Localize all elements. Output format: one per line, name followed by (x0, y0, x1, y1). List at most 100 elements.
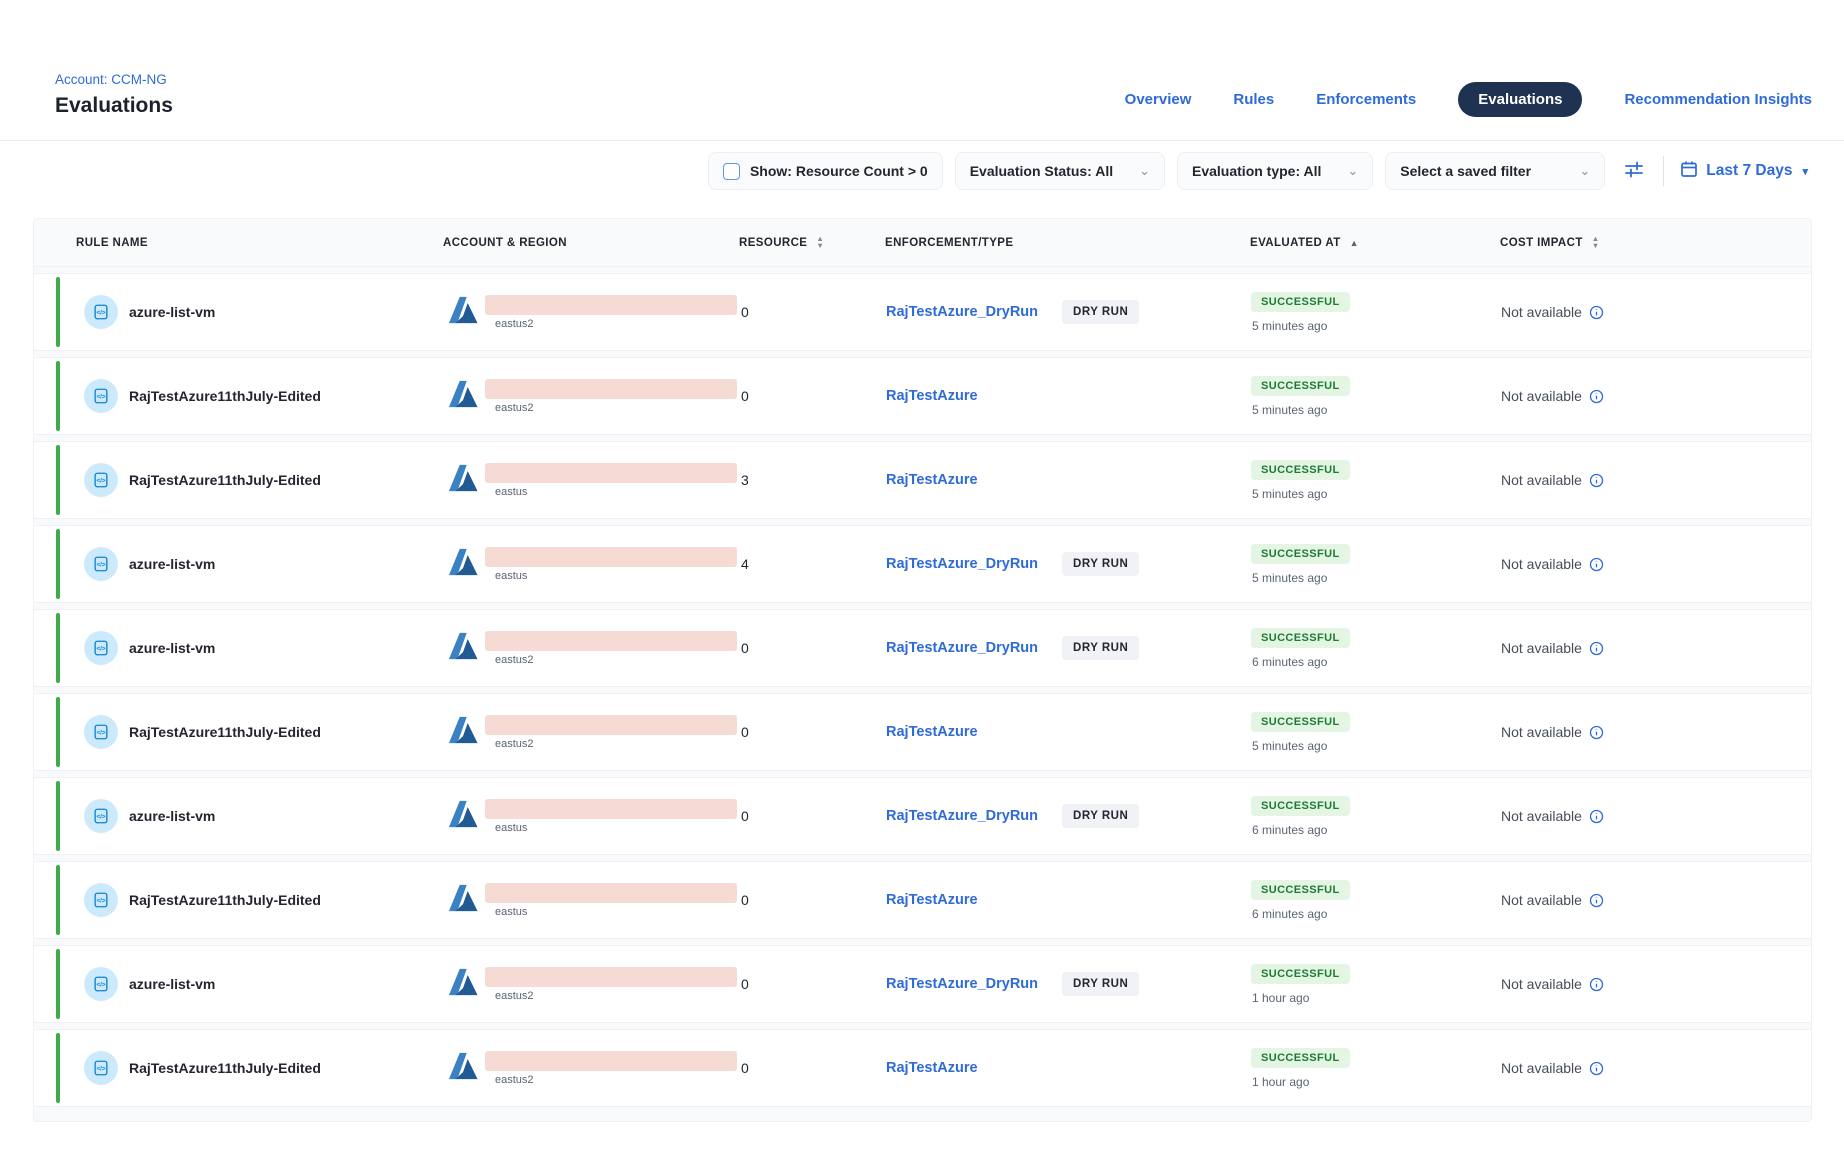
azure-icon (447, 715, 479, 750)
region-label: eastus (495, 485, 528, 498)
evaluation-type-dropdown[interactable]: Evaluation type: All ⌄ (1177, 152, 1374, 190)
col-header-evaluated-at[interactable]: EVALUATED AT ▲ (1250, 236, 1359, 249)
enforcement-link[interactable]: RajTestAzure (886, 472, 978, 488)
status-badge: SUCCESSFUL (1251, 459, 1350, 480)
enforcement-link[interactable]: RajTestAzure_DryRun (886, 976, 1039, 992)
azure-icon (447, 883, 479, 918)
col-header-cost-impact[interactable]: COST IMPACT ▲ ▼ (1500, 234, 1600, 250)
info-icon[interactable] (1589, 305, 1604, 320)
enforcement-link[interactable]: RajTestAzure_DryRun (886, 304, 1039, 320)
svg-text:</>: </> (96, 1066, 105, 1073)
rule-name: azure-list-vm (129, 556, 216, 572)
rule-name: RajTestAzure11thJuly-Edited (129, 892, 321, 908)
rule-name-cell: </> RajTestAzure11thJuly-Edited (34, 1051, 443, 1085)
enforcement-link[interactable]: RajTestAzure_DryRun (886, 808, 1039, 824)
status-badge: SUCCESSFUL (1251, 543, 1350, 564)
sort-icon[interactable]: ▲ ▼ (1591, 234, 1600, 250)
info-icon[interactable] (1589, 641, 1604, 656)
table-row[interactable]: </> RajTestAzure11thJuly-Edited eastus2 … (34, 357, 1811, 435)
saved-filter-value: Select a saved filter (1400, 163, 1532, 179)
status-badge: SUCCESSFUL (1251, 375, 1350, 396)
rule-name: azure-list-vm (129, 808, 216, 824)
evaluation-status-dropdown[interactable]: Evaluation Status: All ⌄ (954, 152, 1165, 190)
svg-text:</>: </> (96, 730, 105, 737)
resource-count: 0 (741, 388, 749, 404)
enforcement-link[interactable]: RajTestAzure (886, 892, 978, 908)
enforcement-link[interactable]: RajTestAzure (886, 1060, 978, 1076)
table-row[interactable]: </> azure-list-vm eastus 4 RajTestAzure_… (34, 525, 1811, 603)
enforcement-cell: RajTestAzure_DryRun DRY RUN (881, 300, 1244, 324)
sort-icon[interactable]: ▲ ▼ (816, 234, 825, 250)
resource-count: 0 (741, 808, 749, 824)
evaluation-status-value: Evaluation Status: All (969, 163, 1114, 179)
chevron-down-icon: ⌄ (1139, 163, 1150, 178)
table-row[interactable]: </> RajTestAzure11thJuly-Edited eastus 0… (34, 861, 1811, 939)
col-header-account-region: ACCOUNT & REGION (443, 236, 567, 249)
account-name-redacted (485, 630, 737, 651)
resource-count-cell: 0 (731, 1060, 881, 1076)
col-header-enforcement-type: ENFORCEMENT/TYPE (885, 236, 1014, 249)
enforcement-cell: RajTestAzure (881, 472, 1244, 488)
breadcrumb-account-link[interactable]: Account: CCM-NG (55, 72, 167, 87)
info-icon[interactable] (1589, 809, 1604, 824)
resource-count-filter[interactable]: Show: Resource Count > 0 (707, 152, 943, 190)
table-row[interactable]: </> azure-list-vm eastus2 0 RajTestAzure… (34, 609, 1811, 687)
saved-filter-dropdown[interactable]: Select a saved filter ⌄ (1385, 152, 1606, 190)
rule-name: RajTestAzure11thJuly-Edited (129, 388, 321, 404)
table-header-row: RULE NAME ACCOUNT & REGION RESOURCE ▲ ▼ E… (34, 219, 1811, 267)
table-row[interactable]: </> azure-list-vm eastus2 0 RajTestAzure… (34, 945, 1811, 1023)
info-icon[interactable] (1589, 473, 1604, 488)
status-badge: SUCCESSFUL (1251, 879, 1350, 900)
rule-name: azure-list-vm (129, 304, 216, 320)
evaluated-time: 1 hour ago (1252, 990, 1310, 1005)
row-status-accent (56, 949, 60, 1019)
table-row[interactable]: </> RajTestAzure11thJuly-Edited eastus2 … (34, 693, 1811, 771)
tab-enforcements[interactable]: Enforcements (1316, 91, 1417, 108)
page-title: Evaluations (55, 94, 173, 117)
rule-name: RajTestAzure11thJuly-Edited (129, 472, 321, 488)
info-icon[interactable] (1589, 977, 1604, 992)
cost-impact-value: Not available (1501, 556, 1582, 572)
rule-name-cell: </> azure-list-vm (34, 547, 443, 581)
info-icon[interactable] (1589, 893, 1604, 908)
resource-count: 0 (741, 1060, 749, 1076)
col-header-resource[interactable]: RESOURCE ▲ ▼ (739, 234, 825, 250)
enforcement-link[interactable]: RajTestAzure (886, 724, 978, 740)
region-label: eastus2 (495, 989, 534, 1002)
account-region-cell: eastus (443, 546, 737, 582)
enforcement-link[interactable]: RajTestAzure_DryRun (886, 640, 1039, 656)
enforcement-link[interactable]: RajTestAzure_DryRun (886, 556, 1039, 572)
evaluations-table: RULE NAME ACCOUNT & REGION RESOURCE ▲ ▼ E… (33, 218, 1812, 1122)
rule-icon: </> (84, 295, 118, 329)
tab-overview[interactable]: Overview (1124, 91, 1192, 108)
table-row[interactable]: </> RajTestAzure11thJuly-Edited eastus2 … (34, 1029, 1811, 1107)
tab-recommendation-insights[interactable]: Recommendation Insights (1624, 91, 1812, 108)
info-icon[interactable] (1589, 725, 1604, 740)
filter-settings-button[interactable] (1617, 154, 1651, 188)
table-body: </> azure-list-vm eastus2 0 RajTestAzure… (34, 267, 1811, 1121)
date-range-picker[interactable]: Last 7 Days ▾ (1676, 160, 1812, 183)
enforcement-link[interactable]: RajTestAzure (886, 388, 978, 404)
row-status-accent (56, 529, 60, 599)
resource-count-checkbox[interactable] (722, 162, 740, 180)
enforcement-cell: RajTestAzure_DryRun DRY RUN (881, 636, 1244, 660)
sort-ascending-icon[interactable]: ▲ (1349, 237, 1359, 248)
info-icon[interactable] (1589, 389, 1604, 404)
table-row[interactable]: </> azure-list-vm eastus2 0 RajTestAzure… (34, 273, 1811, 351)
rule-icon: </> (84, 967, 118, 1001)
info-icon[interactable] (1589, 557, 1604, 572)
info-icon[interactable] (1589, 1061, 1604, 1076)
azure-icon (447, 379, 479, 414)
rule-name: RajTestAzure11thJuly-Edited (129, 724, 321, 740)
account-name-redacted (485, 294, 737, 315)
account-region-cell: eastus2 (443, 294, 737, 330)
table-row[interactable]: </> RajTestAzure11thJuly-Edited eastus 3… (34, 441, 1811, 519)
status-badge: SUCCESSFUL (1251, 1047, 1350, 1068)
row-status-accent (56, 1033, 60, 1103)
tab-rules[interactable]: Rules (1233, 91, 1275, 108)
resource-count: 4 (741, 556, 749, 572)
table-row[interactable]: </> azure-list-vm eastus 0 RajTestAzure_… (34, 777, 1811, 855)
evaluated-at-cell: SUCCESSFUL 1 hour ago (1244, 963, 1494, 1005)
row-status-accent (56, 865, 60, 935)
tab-evaluations[interactable]: Evaluations (1458, 82, 1583, 117)
